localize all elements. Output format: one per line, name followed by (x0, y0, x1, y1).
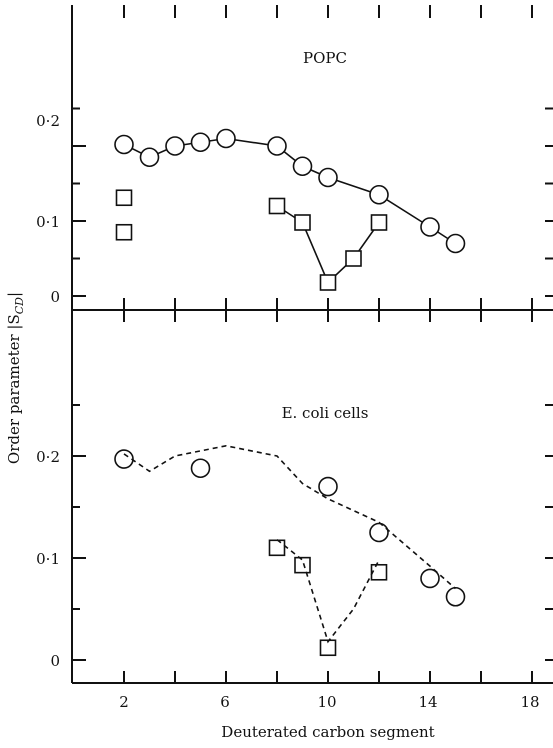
square-point-0-2-0 (268, 197, 286, 215)
circle-point-0-0-4 (216, 128, 236, 149)
circle-point-0-0-6 (292, 156, 313, 177)
circle-point-0-0-9 (420, 217, 440, 237)
circle-point-0-0-5 (267, 136, 287, 156)
y-tick-label-bottom-2: 0·2 (36, 448, 60, 466)
data-marks (114, 128, 466, 657)
y-tick-label-top-1: 0·1 (36, 213, 60, 231)
y-axis-title-main: Order parameter |S (5, 314, 23, 464)
y-tick-label-bottom-1: 0·1 (36, 550, 60, 568)
y-tick-label-top-0: 0 (50, 288, 60, 306)
tick-marks (72, 5, 553, 683)
circle-point-0-0-3 (190, 132, 211, 153)
x-tick-label-10: 10 (317, 693, 336, 711)
square-point-0-2-4 (370, 214, 388, 231)
x-axis-title: Deuterated carbon segment (221, 723, 434, 741)
circle-point-1-0-1 (190, 458, 211, 479)
series-line-1-1 (123, 444, 457, 590)
x-tick-label-14: 14 (418, 693, 437, 711)
x-tick-label-18: 18 (520, 693, 539, 711)
circle-point-1-0-3 (369, 522, 389, 543)
x-tick-label-6: 6 (220, 693, 230, 711)
y-axis-title: Order parameter |SCD| (5, 292, 26, 464)
circle-point-0-0-1 (139, 147, 160, 168)
y-axis-title-end: | (5, 292, 23, 297)
square-point-1-2-2 (319, 639, 337, 657)
series-line-0-2 (276, 205, 380, 284)
panel-title-ecoli: E. coli cells (282, 404, 369, 422)
circle-point-0-0-2 (165, 136, 185, 156)
square-point-1-2-0 (268, 539, 286, 557)
circle-point-0-0-7 (318, 167, 338, 188)
circle-point-1-0-2 (318, 476, 338, 497)
circle-point-1-0-4 (420, 568, 440, 589)
square-point-0-2-2 (319, 274, 337, 291)
square-point-0-2-1 (294, 214, 311, 231)
y-axis-title-sub: CD (13, 297, 26, 314)
y-tick-label-top-2: 0·2 (36, 112, 60, 130)
circle-point-0-0-10 (445, 233, 466, 254)
square-point-0-1-1 (115, 223, 133, 241)
square-point-1-2-1 (294, 556, 311, 574)
series-line-1-3 (276, 539, 380, 644)
panel-title-popc: POPC (303, 49, 347, 67)
circle-point-0-0-8 (369, 184, 389, 205)
circle-point-1-0-0 (114, 449, 134, 469)
x-tick-label-2: 2 (119, 693, 129, 711)
circle-point-1-0-5 (445, 586, 466, 607)
circle-point-0-0-0 (114, 134, 134, 155)
square-point-1-2-3 (370, 563, 388, 581)
square-point-0-1-0 (115, 189, 133, 207)
square-point-0-2-3 (345, 250, 362, 267)
y-tick-label-bottom-0: 0 (50, 652, 60, 670)
